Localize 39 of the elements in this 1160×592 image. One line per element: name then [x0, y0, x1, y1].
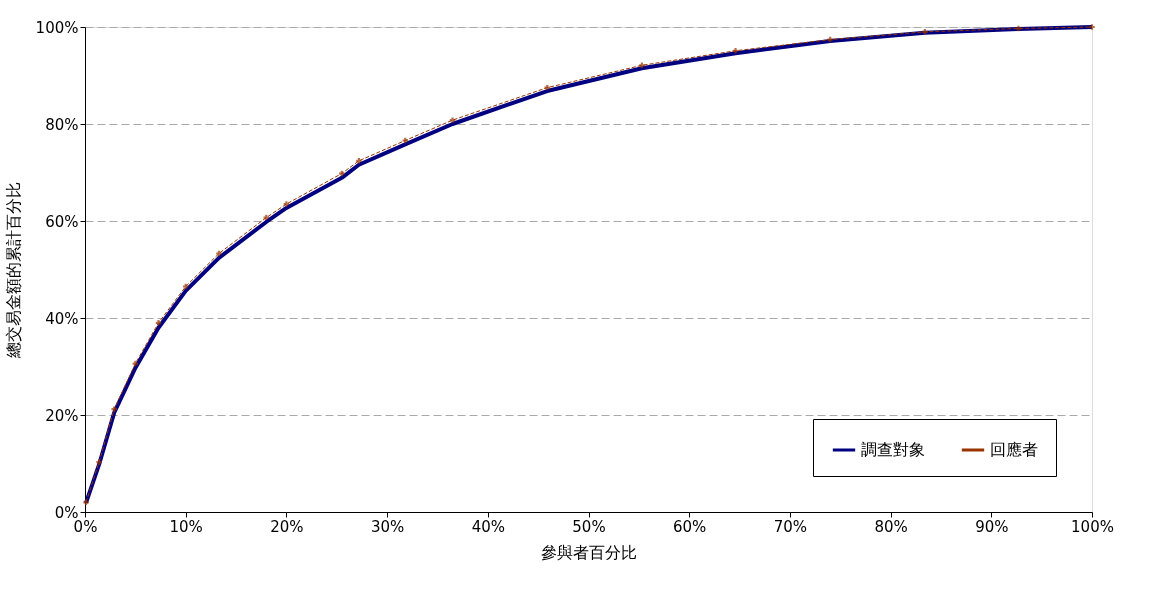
y-axis-title: 總交易金額的累計百分比: [3, 182, 23, 359]
point: [96, 459, 102, 465]
x-axis-title: 參與者百分比: [541, 542, 637, 562]
point: [639, 62, 645, 69]
x-tick-label: 30%: [370, 517, 405, 536]
x-tick-label: 100%: [1071, 517, 1114, 536]
y-tick-label: 20%: [45, 406, 79, 425]
legend-label: 回應者: [990, 440, 1038, 459]
y-tick-label: 40%: [45, 309, 79, 328]
point: [83, 499, 89, 506]
x-tick-label: 80%: [874, 517, 908, 536]
y-tick-label: 100%: [35, 18, 79, 37]
x-tick-label: 60%: [673, 517, 707, 536]
point: [155, 320, 162, 326]
y-tick-label: 60%: [45, 212, 79, 231]
x-tick-label: 90%: [975, 517, 1009, 536]
x-tick-label: 10%: [169, 517, 203, 536]
point: [283, 201, 290, 207]
y-tick-label: 80%: [45, 115, 79, 134]
point: [216, 250, 222, 257]
point: [732, 48, 739, 54]
x-tick-label: 70%: [773, 517, 808, 536]
point: [449, 117, 456, 123]
point: [132, 360, 139, 367]
point: [922, 29, 928, 35]
point: [1089, 24, 1095, 30]
point: [111, 406, 117, 412]
point: [339, 170, 345, 177]
x-tick-label: 0%: [73, 517, 98, 536]
x-tick-label: 50%: [572, 517, 606, 536]
point: [402, 137, 408, 144]
point: [356, 158, 362, 164]
point: [1015, 25, 1022, 32]
point: [827, 36, 833, 43]
legend-label: 調查對象: [861, 440, 925, 459]
x-tick-label: 40%: [471, 517, 505, 536]
point: [182, 283, 189, 290]
point: [544, 84, 550, 91]
x-tick-label: 20%: [270, 517, 304, 536]
